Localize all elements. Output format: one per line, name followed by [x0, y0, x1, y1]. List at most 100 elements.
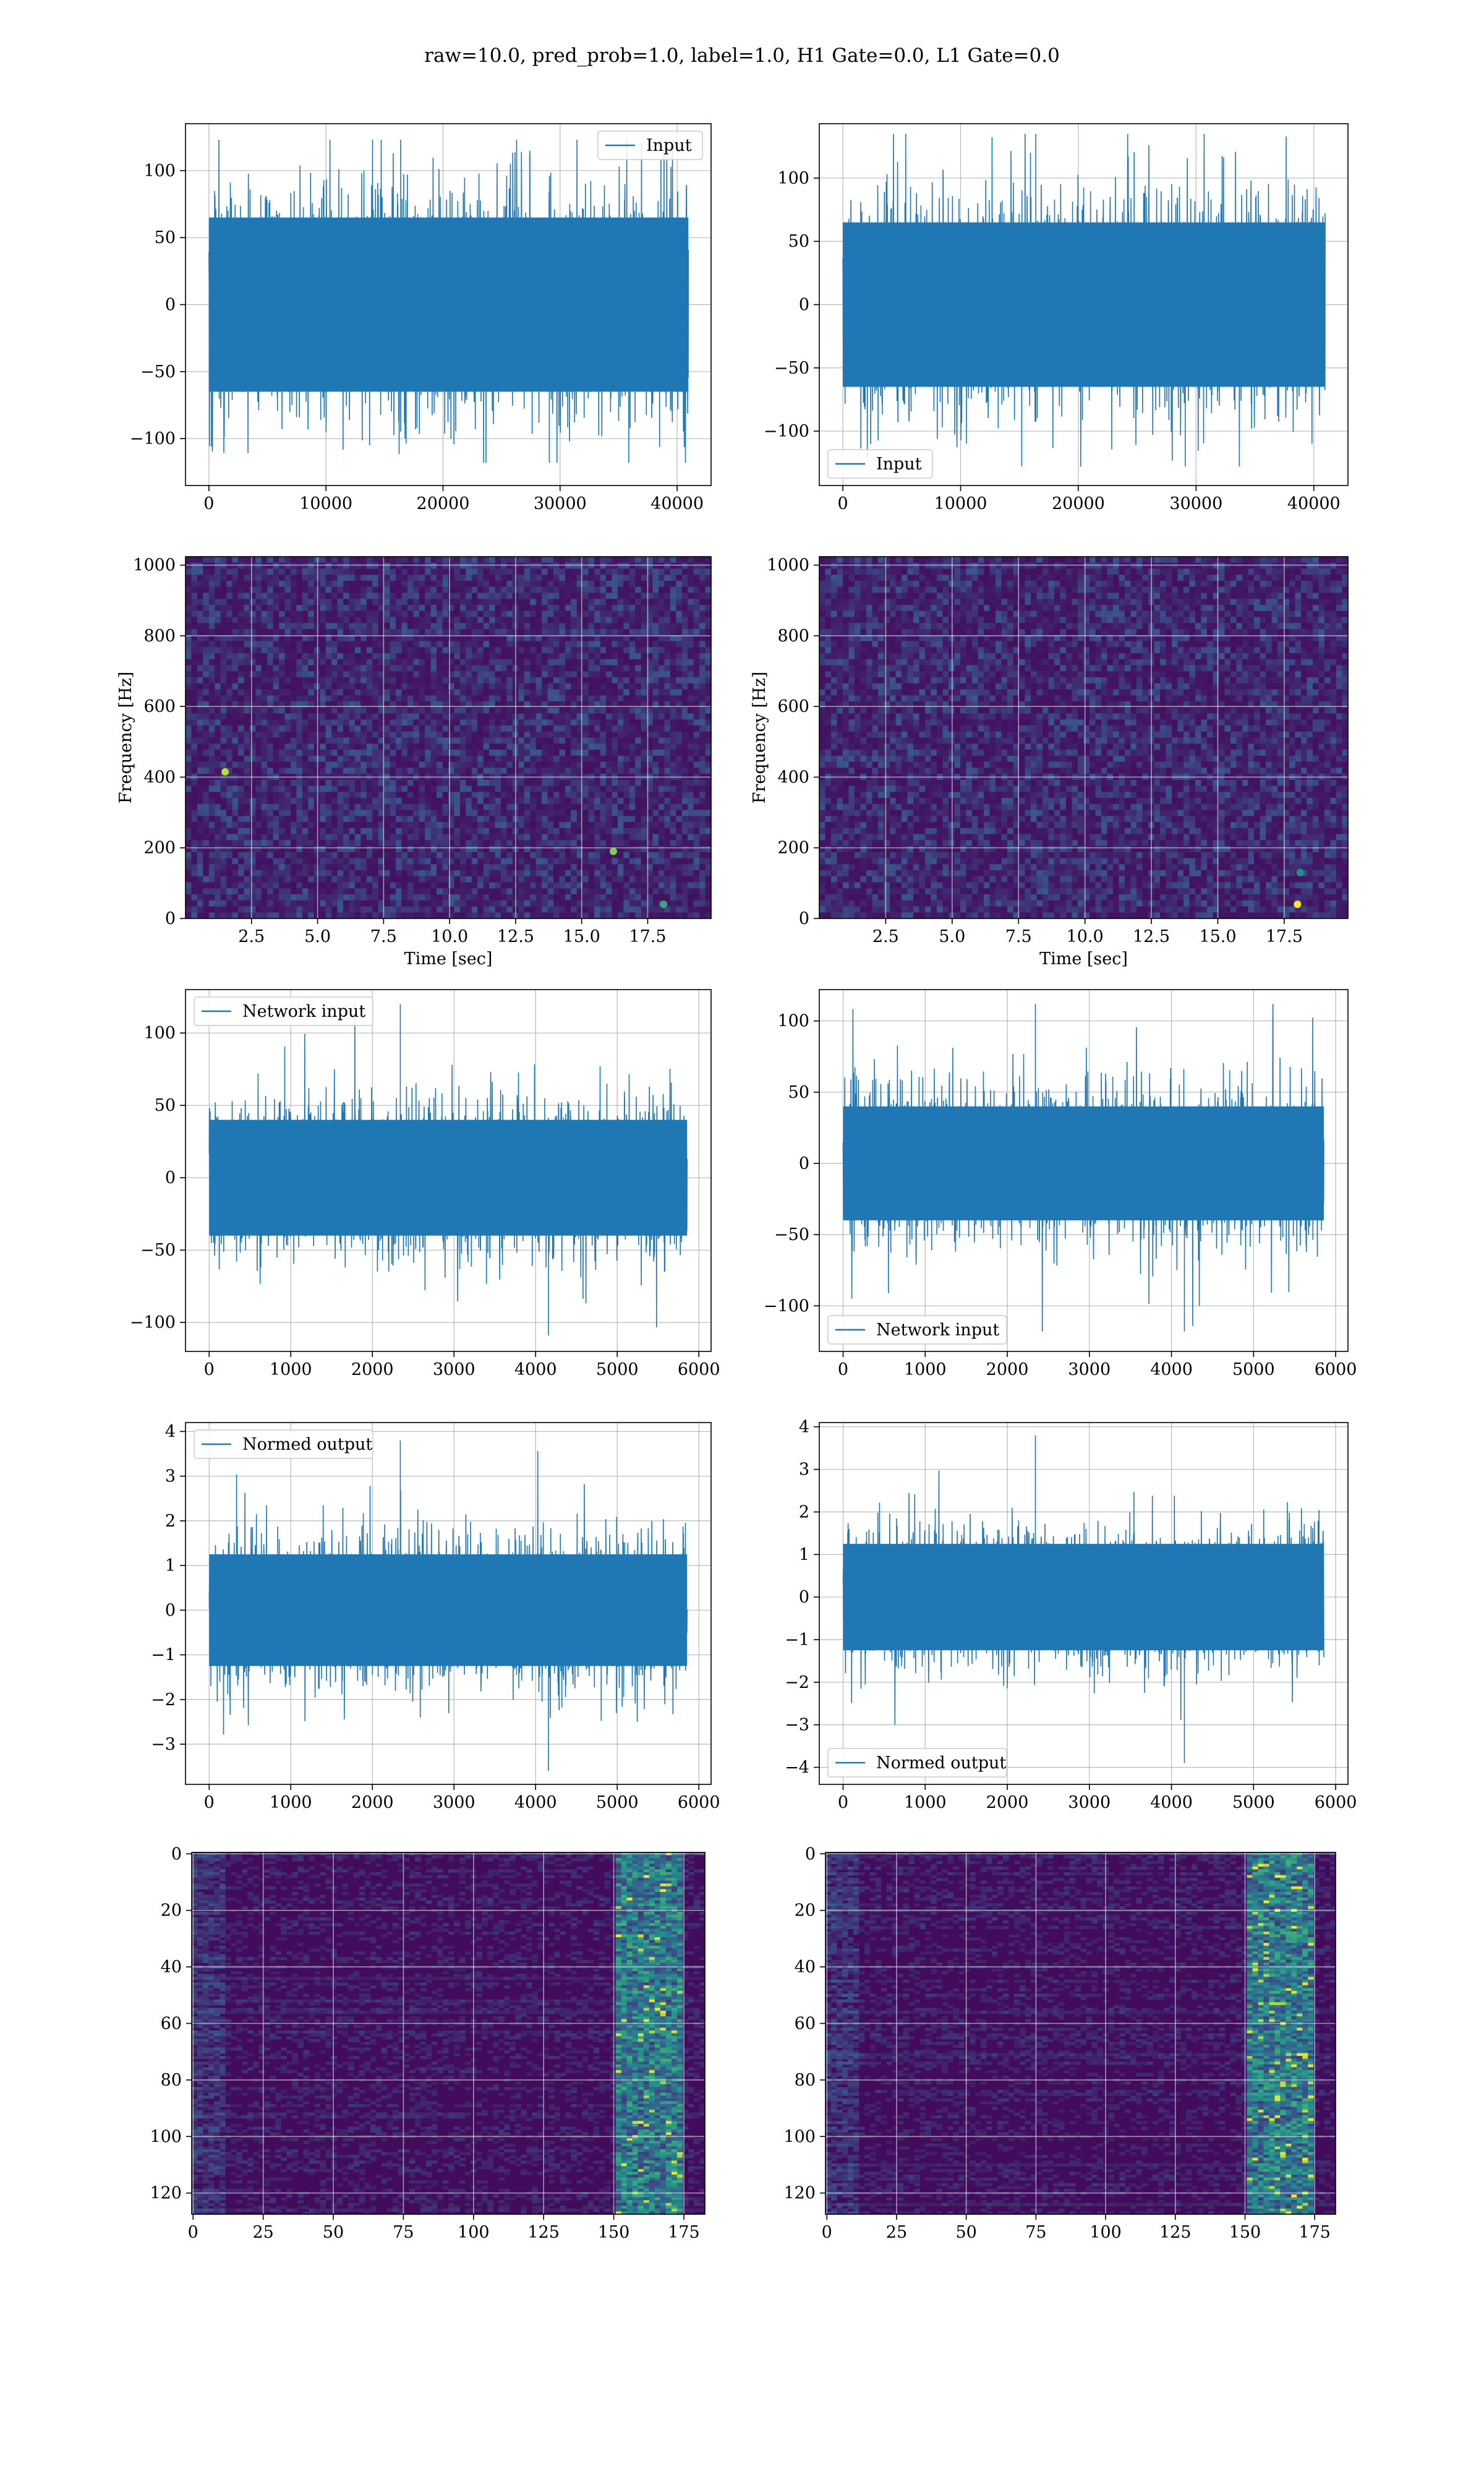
spectrogram-cell [325, 665, 332, 672]
spectrogram-cell [197, 828, 203, 835]
spectrogram-cell [559, 701, 566, 708]
spectrogram-cell [559, 870, 566, 877]
spectrogram-cell [553, 689, 560, 696]
spectrogram-cell [629, 846, 636, 853]
spectrogram-cell [291, 785, 297, 792]
spectrogram-cell [186, 629, 192, 636]
spectrogram-cell [576, 695, 583, 702]
spectrogram-cell [471, 671, 478, 678]
spectrogram-cell [419, 665, 425, 672]
spectrogram-cell [203, 840, 210, 847]
spectrogram-cell [600, 671, 607, 678]
spectrogram-cell [249, 635, 256, 642]
spectrogram-cell [641, 779, 647, 787]
spectrogram-cell [197, 822, 203, 829]
spectrogram-cell [652, 882, 659, 889]
spectrogram-cell [641, 635, 647, 642]
spectrogram-cell [273, 731, 279, 738]
spectrogram-cell [349, 798, 356, 805]
spectrogram-cell [582, 761, 589, 768]
spectrogram-cell [419, 641, 425, 648]
spectrogram-cell [220, 671, 227, 678]
spectrogram-cell [547, 846, 554, 853]
spectrogram-cell [244, 810, 250, 816]
spectrogram-cell [588, 677, 595, 684]
spectrogram-cell [442, 840, 449, 847]
spectrogram-cell [401, 641, 408, 648]
spectrogram-cell [588, 726, 595, 732]
spectrogram-cell [273, 858, 279, 865]
spectrogram-cell [442, 888, 449, 895]
spectrogram-cell [401, 659, 408, 666]
spectrogram-cell [437, 864, 443, 871]
spectrogram-cell [518, 562, 525, 570]
spectrogram-cell [232, 562, 239, 570]
spectrogram-cell [372, 888, 379, 895]
spectrogram-cell [197, 803, 203, 811]
spectrogram-cell [244, 581, 250, 588]
spectrogram-cell [588, 689, 595, 696]
spectrogram-cell [215, 816, 221, 823]
spectrogram-cell [261, 882, 268, 889]
spectrogram-cell [612, 562, 618, 570]
spectrogram-cell [284, 761, 291, 768]
spectrogram-cell [617, 846, 624, 853]
spectrogram-cell [384, 581, 391, 588]
spectrogram-cell [524, 743, 531, 750]
spectrogram-cell [360, 605, 367, 612]
spectrogram-cell [454, 683, 461, 690]
spectrogram-cell [501, 689, 507, 696]
spectrogram-cell [261, 653, 268, 660]
spectrogram-cell [459, 695, 466, 702]
spectrogram-cell [571, 581, 578, 588]
spectrogram-cell [419, 695, 425, 702]
spectrogram-cell [238, 912, 244, 919]
spectrogram-cell [600, 575, 607, 581]
spectrogram-cell [308, 635, 315, 642]
spectrogram-cell [501, 677, 507, 684]
spectrogram-cell [378, 713, 385, 720]
spectrogram-cell [425, 701, 432, 708]
spectrogram-cell [430, 557, 437, 563]
spectrogram-cell [606, 882, 612, 889]
spectrogram-cell [483, 581, 490, 588]
spectrogram-cell [232, 803, 239, 811]
spectrogram-cell [343, 659, 349, 666]
spectrogram-cell [600, 610, 607, 618]
spectrogram-cell [553, 894, 560, 901]
spectrogram-cell [647, 834, 654, 841]
spectrogram-cell [331, 810, 338, 816]
spectrogram-cell [343, 683, 349, 690]
spectrogram-cell [495, 798, 501, 805]
spectrogram-cell [542, 755, 548, 763]
spectrogram-cell [320, 858, 326, 865]
spectrogram-cell [337, 683, 344, 690]
spectrogram-cell [495, 659, 501, 666]
spectrogram-cell [606, 701, 612, 708]
spectrogram-cell [466, 605, 472, 612]
spectrogram-cell [331, 792, 338, 798]
spectrogram-cell [641, 575, 647, 581]
spectrogram-cell [244, 846, 250, 853]
spectrogram-cell [279, 846, 286, 853]
spectrogram-cell [635, 647, 642, 654]
spectrogram-cell [372, 671, 379, 678]
spectrogram-cell [623, 888, 630, 895]
spectrogram-cell [588, 610, 595, 618]
spectrogram-cell [384, 755, 391, 763]
spectrogram-cell [378, 882, 385, 889]
spectrogram-cell [279, 726, 286, 732]
spectrogram-cell [249, 906, 256, 913]
spectrogram-cell [284, 894, 291, 901]
spectrogram-cell [471, 719, 478, 726]
spectrogram-cell [647, 792, 654, 798]
spectrogram-cell [197, 792, 203, 798]
spectrogram-cell [506, 665, 513, 672]
spectrogram-cell [641, 629, 647, 636]
spectrogram-cell [349, 623, 356, 630]
spectrogram-cell [501, 737, 507, 744]
spectrogram-cell [425, 610, 432, 618]
spectrogram-cell [337, 810, 344, 816]
spectrogram-cell [226, 647, 233, 654]
spectrogram-cell [612, 659, 618, 666]
